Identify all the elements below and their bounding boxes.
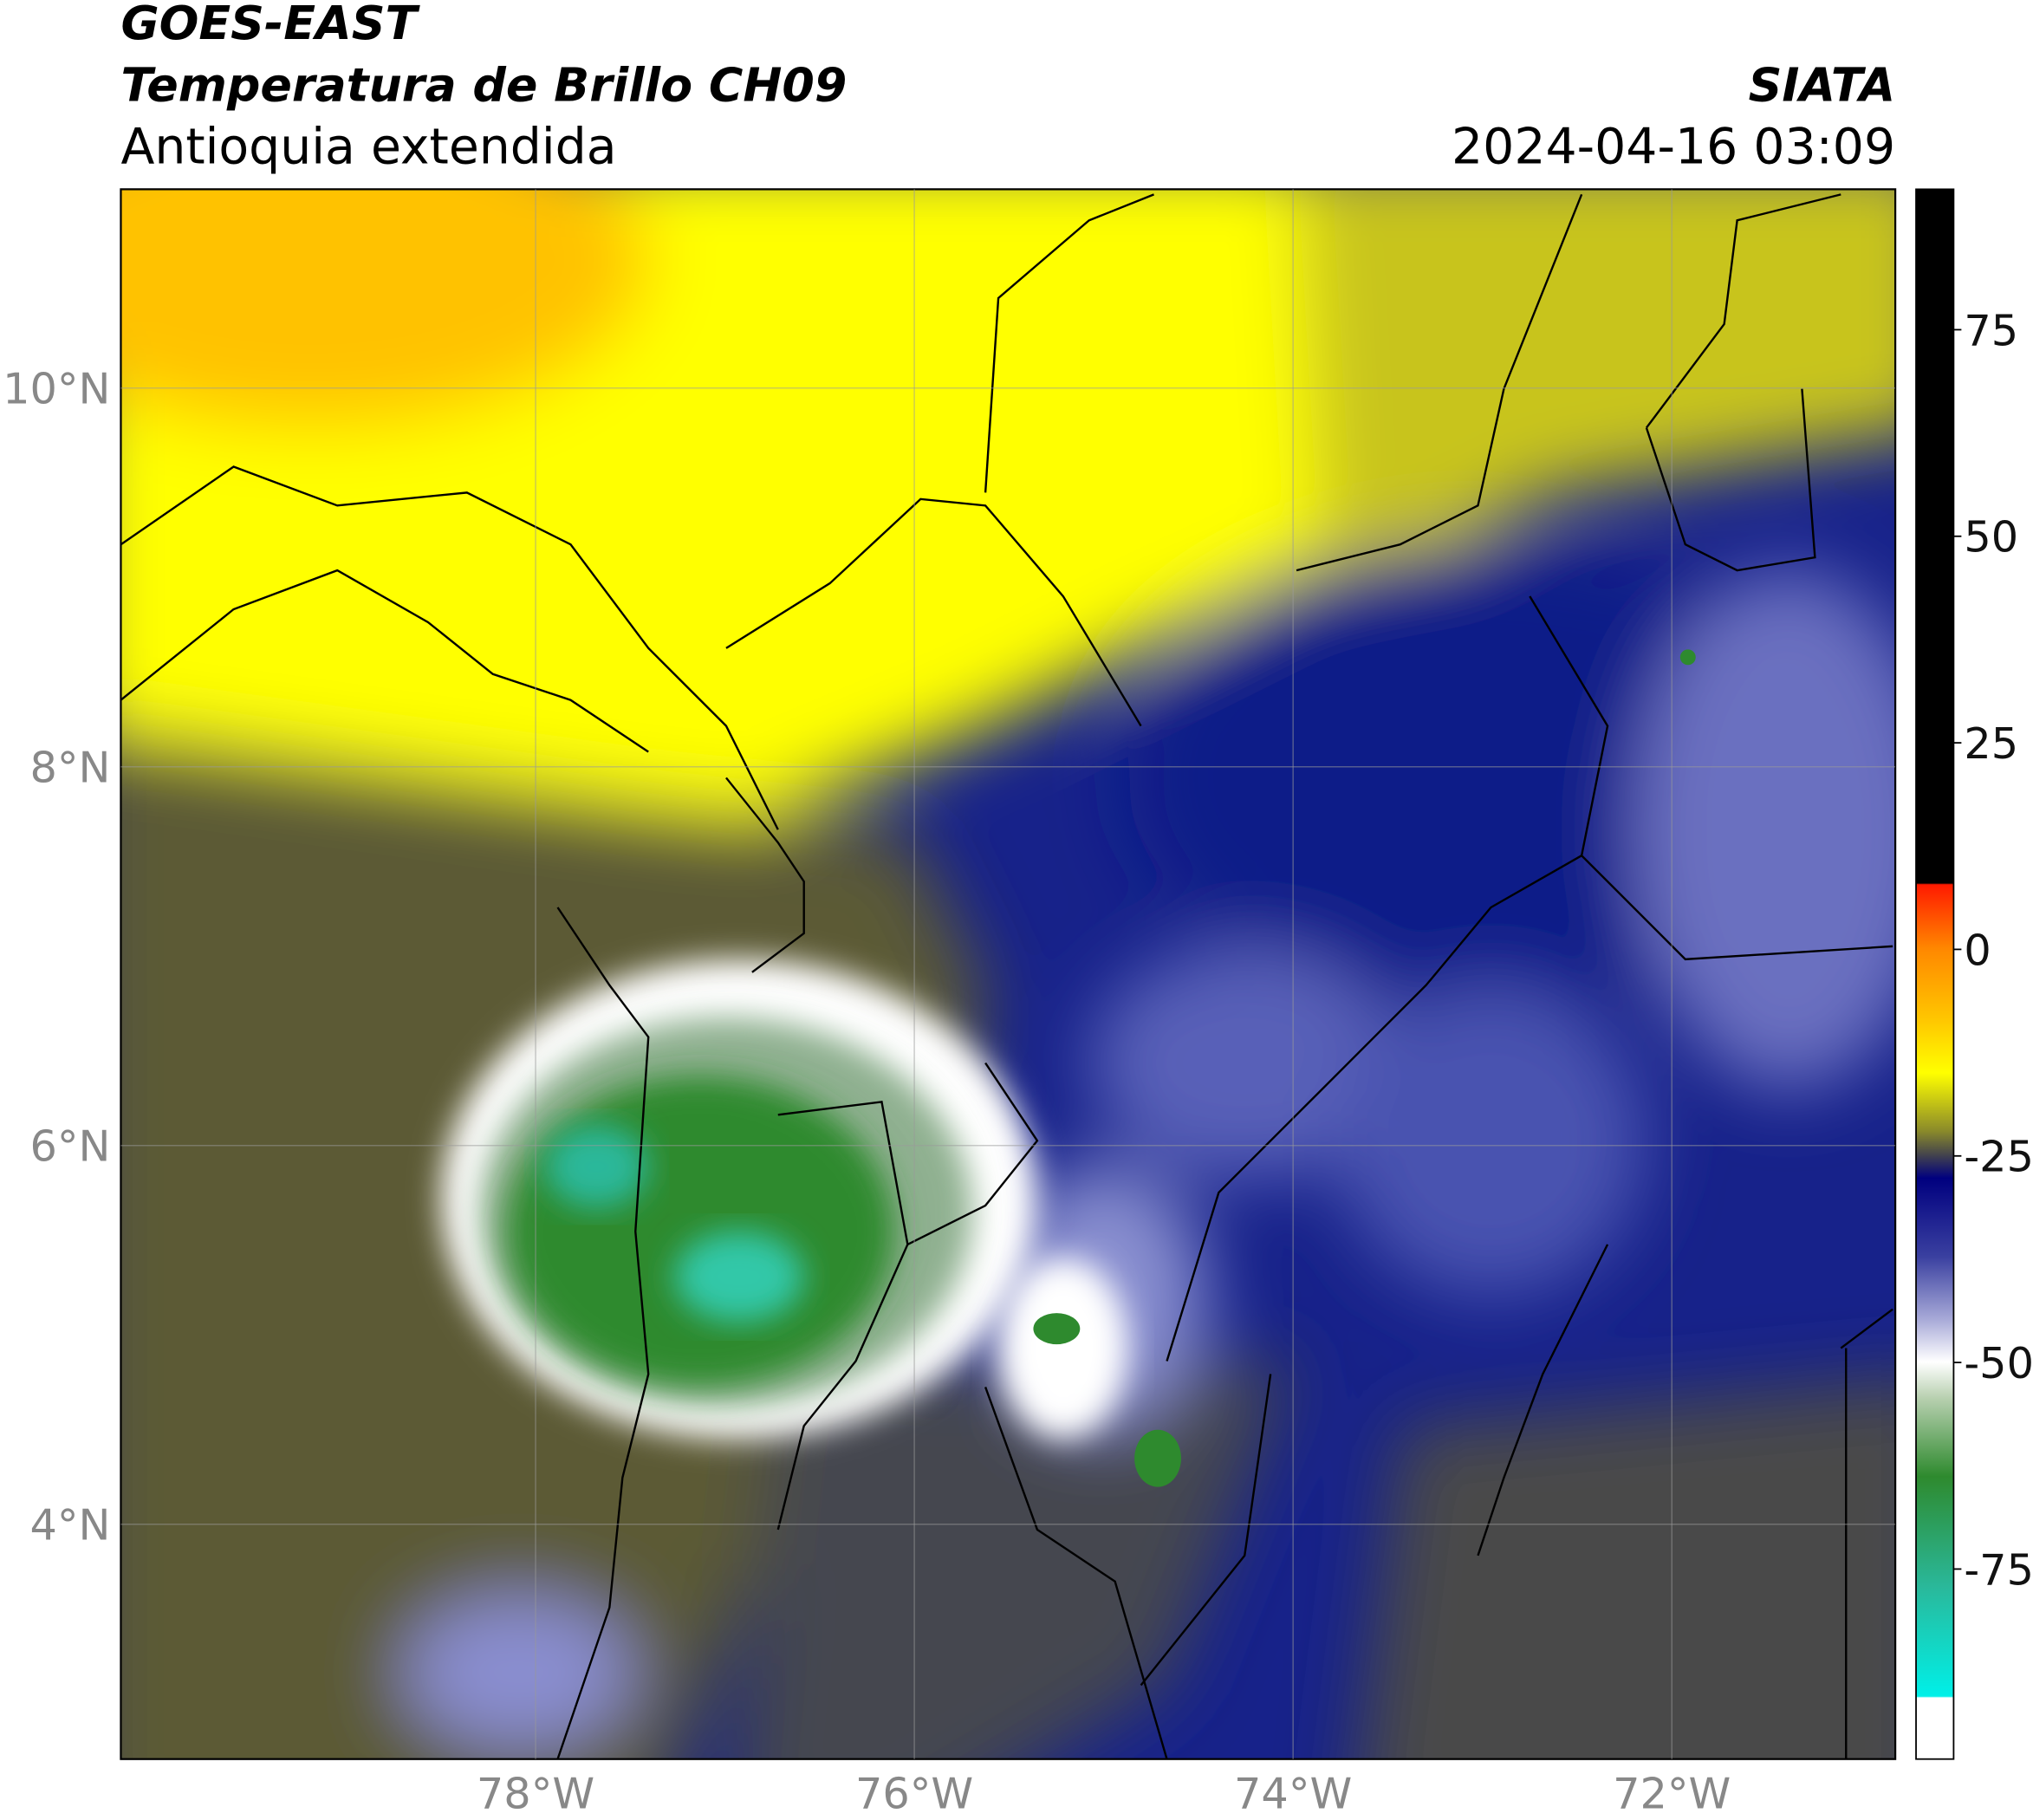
colorbar	[1915, 188, 1955, 1760]
x-tick-label: 76°W	[855, 1769, 973, 1819]
x-tick-label: 78°W	[477, 1769, 594, 1819]
colorbar-tick-label: 75	[1964, 305, 2018, 355]
borders	[120, 193, 1893, 1759]
map-image	[120, 189, 1896, 1759]
colorbar-tick-label: 50	[1964, 512, 2018, 562]
y-tick-label: 10°N	[3, 364, 110, 414]
colorbar-tick-label: 0	[1964, 925, 1991, 975]
colorbar-tick-label: -50	[1964, 1338, 2033, 1388]
x-tick-label: 74°W	[1234, 1769, 1352, 1819]
x-tick-label: 72°W	[1613, 1769, 1731, 1819]
subtitle: Temperatura de Brillo CH09	[120, 58, 847, 113]
y-tick-label: 4°N	[30, 1500, 111, 1550]
colorbar-tick-label: -25	[1964, 1132, 2033, 1182]
y-tick-label: 8°N	[30, 743, 111, 793]
title: GOES-EAST	[120, 0, 420, 50]
map-frame	[120, 188, 1897, 1760]
colorbar-tick-label: 25	[1964, 718, 2018, 769]
region: Antioquia extendida	[120, 118, 616, 175]
colorbar-tick-label: -75	[1964, 1544, 2033, 1595]
source: SIATA	[1749, 58, 1896, 113]
datetime: 2024-04-16 03:09	[1452, 118, 1895, 175]
y-tick-label: 6°N	[30, 1121, 111, 1172]
